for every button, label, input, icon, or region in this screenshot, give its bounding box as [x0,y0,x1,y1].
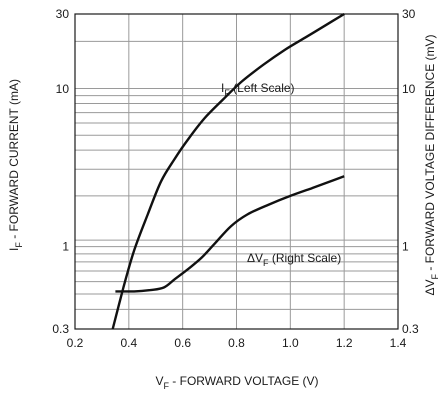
x-tick-label: 0.4 [120,336,137,350]
right-y-tick-label: 0.3 [402,322,419,336]
grid [75,14,398,329]
series-label-if: IF (Left Scale) [221,81,295,98]
series-line-forward-voltage-difference [115,175,345,293]
x-tick-label: 1.0 [282,336,299,350]
series-label-dvf: ΔVF (Right Scale) [247,251,341,268]
x-tick-label: 1.4 [390,336,407,350]
left-y-tick-label: 0.3 [52,322,69,336]
left-y-tick-label: 10 [56,82,70,96]
x-tick-label: 0.2 [67,336,84,350]
right-y-tick-label: 10 [402,82,416,96]
series-curves [111,12,345,330]
right-y-axis-label: ΔVF - FORWARD VOLTAGE DIFFERENCE (mV) [423,34,439,295]
right-y-axis-ticks: 0.3 1 10 30 [402,7,419,336]
left-y-axis-label: IF - FORWARD CURRENT (mA) [7,79,24,251]
x-axis-ticks: 0.2 0.4 0.6 0.8 1.0 1.2 1.4 [67,336,407,350]
plot-frame [74,13,399,330]
x-axis-label: VF - FORWARD VOLTAGE (V) [155,374,318,391]
x-tick-label: 1.2 [336,336,353,350]
series-line-forward-current [111,12,345,330]
right-y-tick-label: 30 [402,7,416,21]
x-tick-label: 0.6 [174,336,191,350]
left-y-tick-label: 1 [62,240,69,254]
left-y-axis-ticks: 0.3 1 10 30 [52,7,69,336]
right-y-tick-label: 1 [402,240,409,254]
left-y-tick-label: 30 [56,7,70,21]
x-tick-label: 0.8 [228,336,245,350]
